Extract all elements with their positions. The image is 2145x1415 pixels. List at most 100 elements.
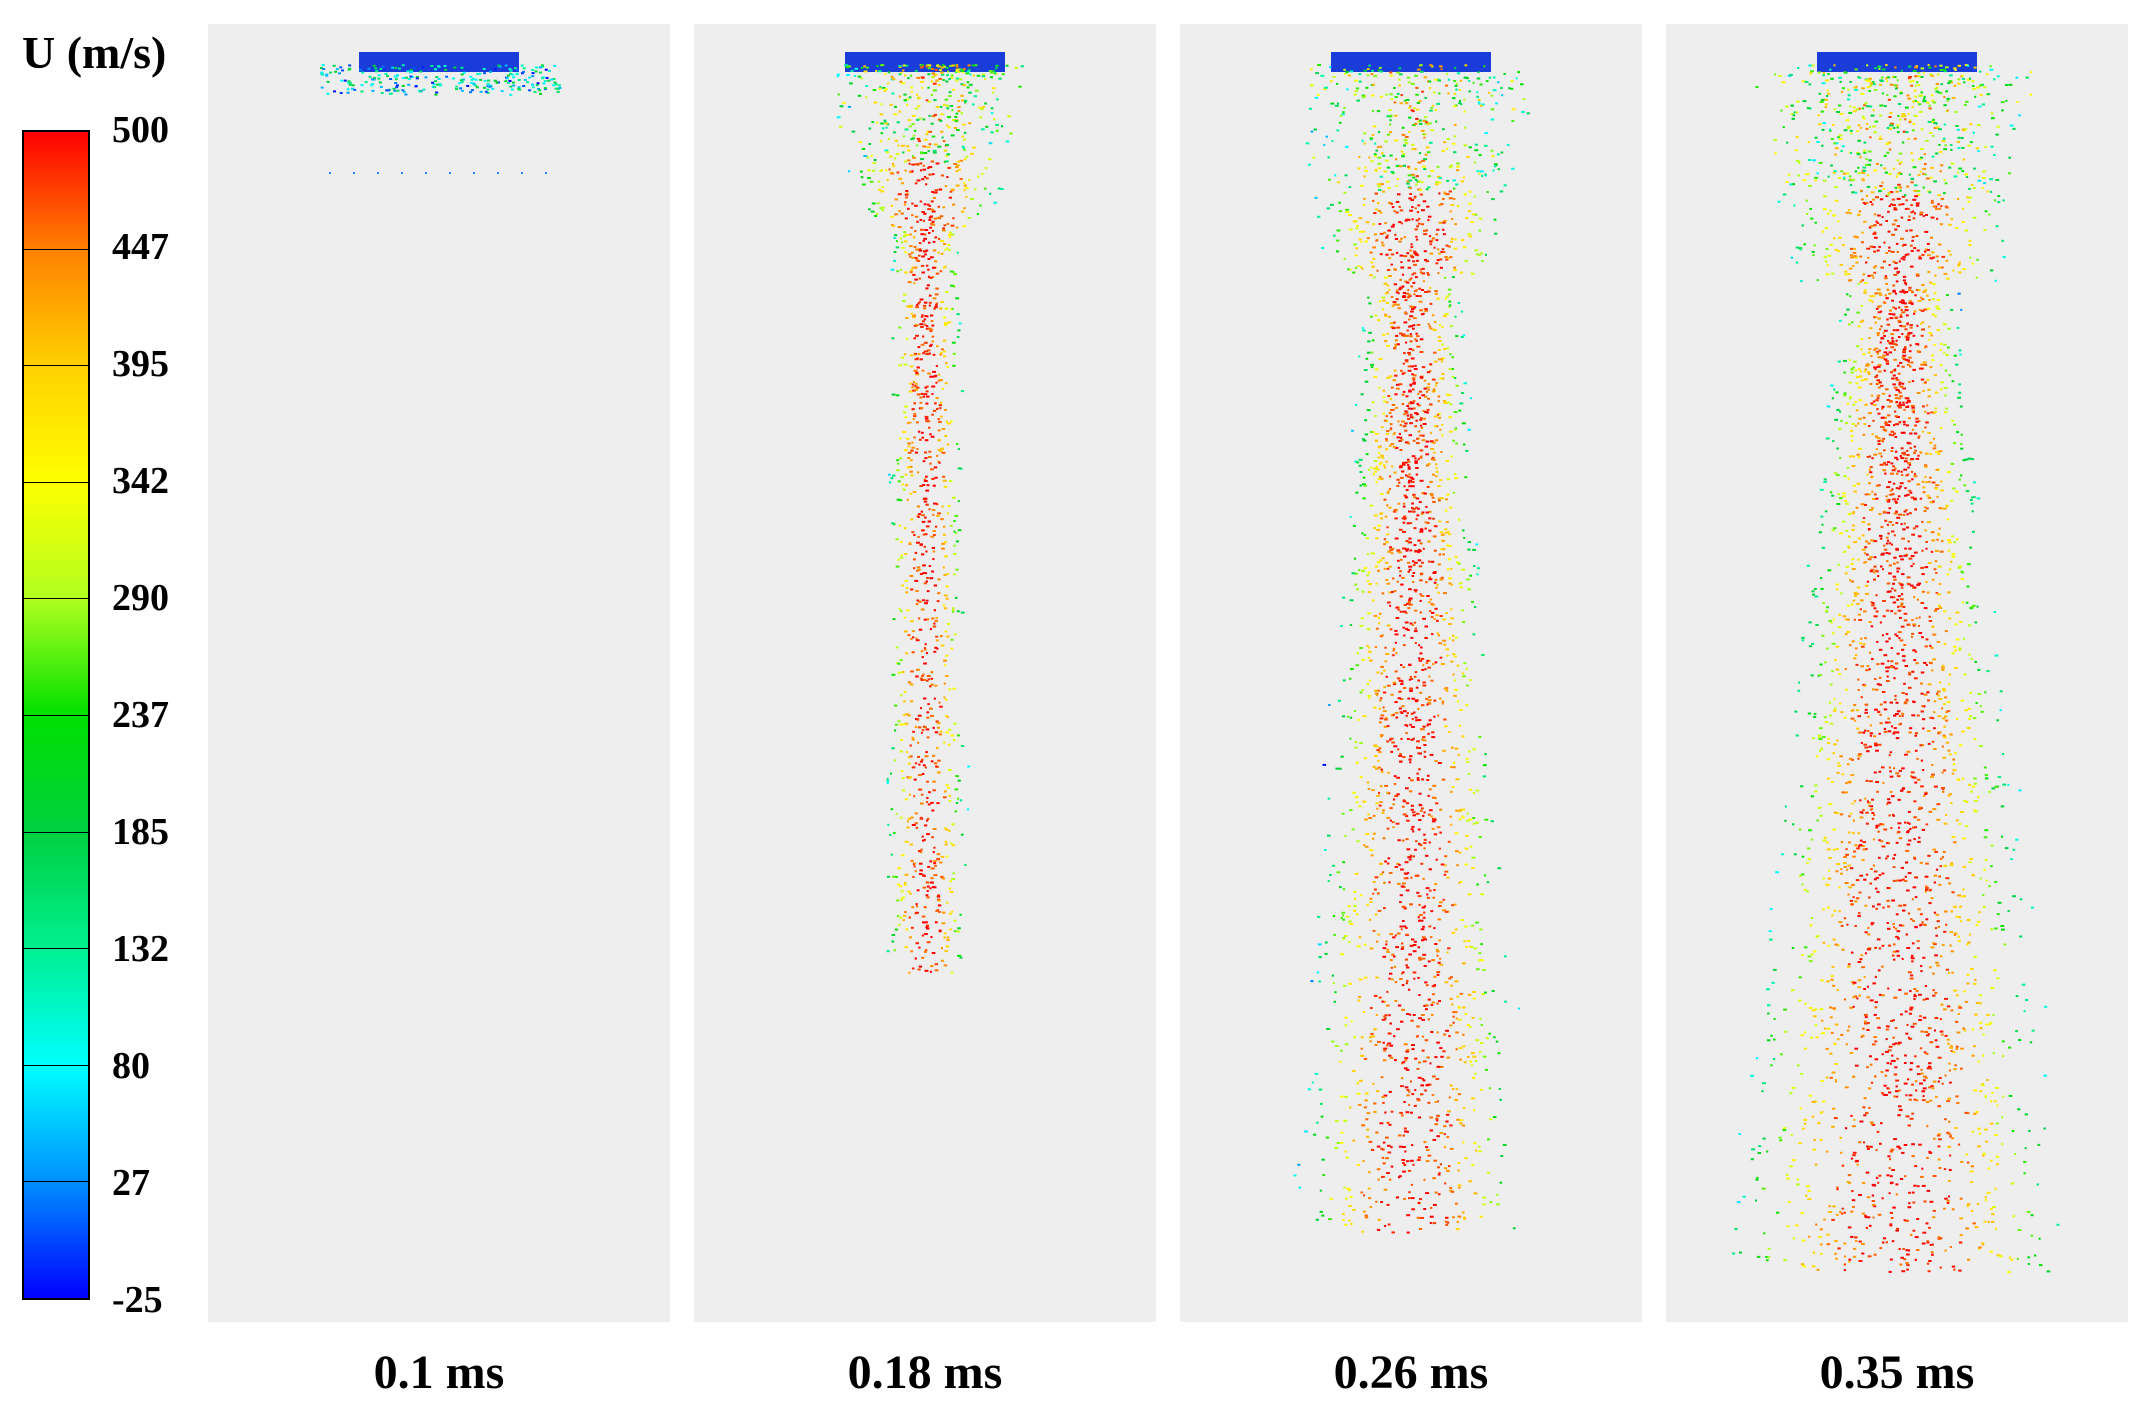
- droplet: [1387, 1144, 1391, 1147]
- droplet: [1401, 946, 1405, 949]
- droplet: [901, 483, 905, 486]
- droplet: [1431, 796, 1436, 799]
- droplet: [1404, 136, 1409, 138]
- droplet: [937, 418, 940, 421]
- droplet: [941, 959, 945, 962]
- droplet: [1364, 1099, 1368, 1102]
- droplet: [936, 726, 940, 729]
- droplet: [1432, 517, 1435, 520]
- droplet: [1847, 604, 1850, 607]
- droplet: [1394, 701, 1398, 704]
- droplet: [1500, 1155, 1504, 1157]
- droplet: [935, 79, 939, 82]
- droplet: [961, 70, 965, 72]
- droplet: [1411, 624, 1414, 626]
- droplet: [1461, 568, 1466, 571]
- droplet: [1402, 1162, 1405, 1164]
- droplet: [895, 565, 900, 568]
- droplet: [1378, 223, 1382, 225]
- droplet: [1436, 632, 1440, 635]
- droplet: [1835, 583, 1840, 586]
- droplet: [1293, 1174, 1297, 1177]
- droplet: [1890, 124, 1894, 127]
- droplet: [1410, 357, 1415, 360]
- droplet: [1418, 659, 1423, 662]
- droplet: [1368, 1036, 1373, 1039]
- droplet: [933, 697, 936, 700]
- droplet: [1419, 652, 1423, 655]
- droplet: [1453, 411, 1458, 414]
- spray-plot-2: [836, 52, 1024, 974]
- droplet: [921, 436, 925, 439]
- droplet: [1387, 315, 1391, 318]
- droplet: [911, 256, 915, 259]
- droplet: [1395, 211, 1399, 214]
- droplet: [931, 952, 936, 954]
- droplet: [1848, 757, 1853, 760]
- droplet: [918, 763, 921, 766]
- droplet: [1426, 146, 1430, 149]
- droplet: [1416, 772, 1419, 775]
- droplet: [401, 64, 405, 67]
- droplet: [1440, 497, 1444, 500]
- droplet: [921, 599, 926, 602]
- droplet: [1904, 992, 1908, 995]
- droplet: [1388, 248, 1392, 251]
- droplet: [1908, 671, 1911, 674]
- droplet: [954, 115, 958, 118]
- droplet: [1394, 934, 1397, 937]
- droplet: [1467, 773, 1470, 775]
- droplet: [1319, 1189, 1322, 1192]
- droplet: [1973, 167, 1977, 170]
- droplet: [1414, 627, 1417, 630]
- droplet: [1816, 935, 1820, 937]
- droplet: [879, 140, 883, 143]
- droplet: [1368, 918, 1372, 921]
- droplet: [1431, 985, 1436, 988]
- droplet: [881, 186, 885, 189]
- droplet: [1421, 1035, 1425, 1038]
- droplet: [1388, 1054, 1392, 1057]
- droplet: [1810, 838, 1814, 841]
- droplet: [1399, 698, 1404, 700]
- droplet: [1817, 1122, 1821, 1125]
- droplet: [509, 93, 513, 96]
- droplet: [916, 94, 919, 96]
- droplet: [925, 287, 929, 290]
- droplet: [1397, 307, 1401, 310]
- droplet: [1406, 329, 1409, 332]
- droplet: [1974, 660, 1977, 663]
- droplet: [1399, 711, 1403, 714]
- droplet: [959, 799, 963, 802]
- droplet: [916, 137, 921, 140]
- droplet: [1427, 960, 1431, 963]
- droplet: [886, 777, 889, 780]
- droplet: [914, 69, 918, 72]
- droplet: [1337, 181, 1340, 184]
- droplet: [1434, 661, 1438, 664]
- droplet: [1376, 561, 1381, 564]
- droplet: [1903, 904, 1907, 907]
- droplet: [1911, 79, 1915, 82]
- droplet: [1820, 110, 1824, 113]
- droplet: [1415, 183, 1418, 186]
- droplet: [1851, 951, 1854, 954]
- droplet: [907, 119, 912, 122]
- droplet: [1827, 906, 1831, 909]
- droplet: [925, 728, 930, 731]
- droplet: [904, 201, 907, 204]
- droplet: [1390, 1165, 1394, 1168]
- droplet: [1380, 1201, 1383, 1203]
- droplet: [1424, 310, 1428, 313]
- droplet: [1414, 457, 1417, 460]
- droplet: [1007, 115, 1012, 118]
- droplet: [1421, 511, 1425, 514]
- droplet: [1352, 524, 1356, 527]
- droplet: [1404, 142, 1409, 145]
- droplet: [1414, 716, 1418, 719]
- droplet: [1821, 523, 1824, 526]
- droplet: [945, 80, 949, 83]
- droplet: [1376, 694, 1379, 697]
- droplet: [1405, 1160, 1410, 1163]
- droplet: [1367, 1187, 1371, 1190]
